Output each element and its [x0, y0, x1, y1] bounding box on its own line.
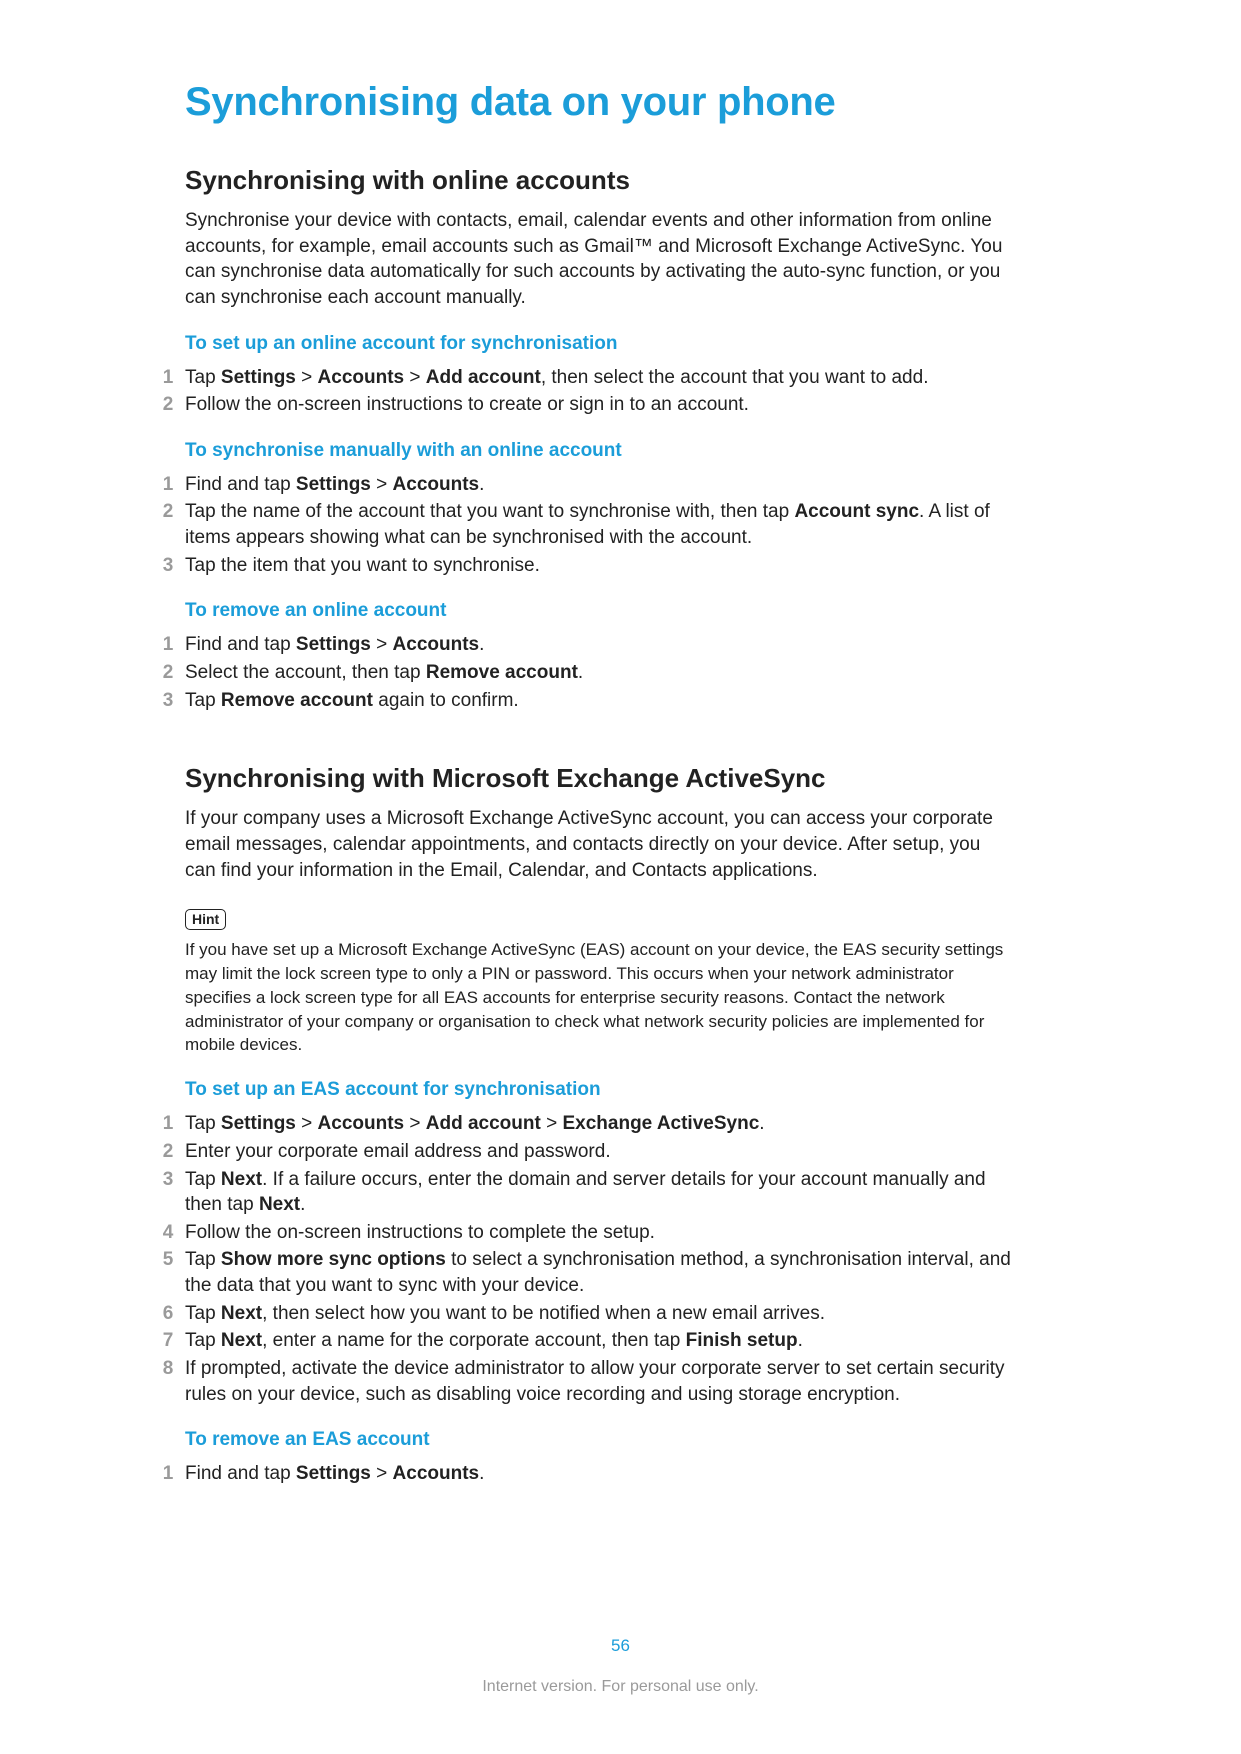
step-item: Tap Next, then select how you want to be… [157, 1301, 1025, 1327]
step-item: Tap the item that you want to synchronis… [157, 553, 1025, 579]
step-item: Find and tap Settings > Accounts. [157, 472, 1025, 498]
section-body-online-accounts: Synchronise your device with contacts, e… [185, 208, 1005, 311]
step-item: Tap Next, enter a name for the corporate… [157, 1328, 1025, 1354]
document-page: Synchronising data on your phone Synchro… [0, 0, 1241, 1754]
step-item: Tap the name of the account that you wan… [157, 499, 1025, 550]
page-title: Synchronising data on your phone [185, 80, 1056, 125]
step-item: Select the account, then tap Remove acco… [157, 660, 1025, 686]
step-item: Tap Show more sync options to select a s… [157, 1247, 1025, 1298]
step-item: Find and tap Settings > Accounts. [157, 1461, 1025, 1487]
hint-badge: Hint [185, 909, 226, 930]
step-item: Tap Remove account again to confirm. [157, 688, 1025, 714]
step-item: Find and tap Settings > Accounts. [157, 632, 1025, 658]
steps-setup-eas: Tap Settings > Accounts > Add account > … [185, 1111, 1025, 1407]
step-item: Tap Next. If a failure occurs, enter the… [157, 1167, 1025, 1218]
footer-note: Internet version. For personal use only. [0, 1678, 1241, 1696]
step-item: Follow the on-screen instructions to com… [157, 1220, 1025, 1246]
hint-body: If you have set up a Microsoft Exchange … [185, 938, 1005, 1057]
sub-heading-remove-online: To remove an online account [185, 600, 1056, 622]
steps-sync-manual: Find and tap Settings > Accounts.Tap the… [185, 472, 1025, 579]
step-item: Tap Settings > Accounts > Add account, t… [157, 365, 1025, 391]
step-item: If prompted, activate the device adminis… [157, 1356, 1025, 1407]
section-heading-eas: Synchronising with Microsoft Exchange Ac… [185, 763, 1056, 794]
section-heading-online-accounts: Synchronising with online accounts [185, 165, 1056, 196]
step-item: Follow the on-screen instructions to cre… [157, 392, 1025, 418]
page-number: 56 [0, 1636, 1241, 1656]
sub-heading-sync-manual: To synchronise manually with an online a… [185, 440, 1056, 462]
steps-setup-online: Tap Settings > Accounts > Add account, t… [185, 365, 1025, 418]
steps-remove-eas: Find and tap Settings > Accounts. [185, 1461, 1025, 1487]
sub-heading-setup-eas: To set up an EAS account for synchronisa… [185, 1079, 1056, 1101]
sub-heading-remove-eas: To remove an EAS account [185, 1429, 1056, 1451]
sub-heading-setup-online: To set up an online account for synchron… [185, 333, 1056, 355]
section-body-eas: If your company uses a Microsoft Exchang… [185, 806, 1005, 883]
steps-remove-online: Find and tap Settings > Accounts.Select … [185, 632, 1025, 713]
step-item: Enter your corporate email address and p… [157, 1139, 1025, 1165]
step-item: Tap Settings > Accounts > Add account > … [157, 1111, 1025, 1137]
